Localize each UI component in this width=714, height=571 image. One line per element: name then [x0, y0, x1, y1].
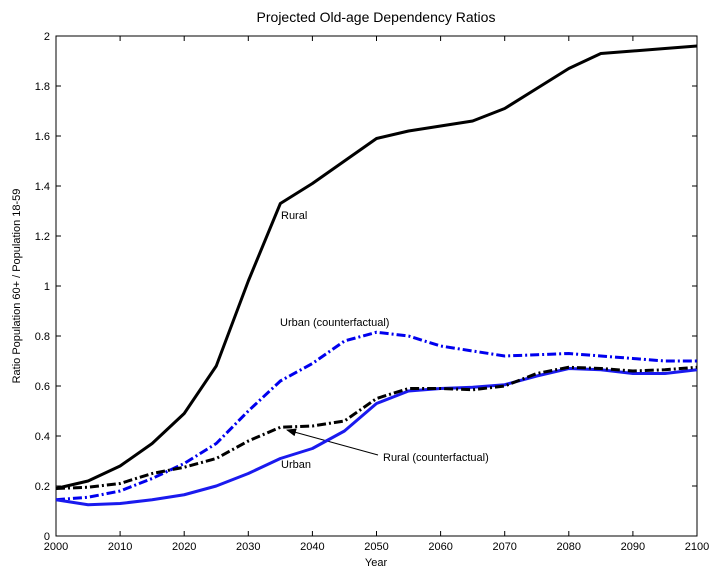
x-tick-label: 2100: [685, 541, 709, 553]
y-tick-label: 0.6: [35, 381, 50, 393]
annotation-arrow: [286, 428, 379, 456]
x-tick-label: 2000: [44, 541, 68, 553]
y-axis-label: Ratio Population 60+ / Population 18-59: [11, 189, 23, 384]
y-tick-label: 2: [44, 31, 50, 43]
y-tick-label: 0.8: [35, 331, 50, 343]
x-tick-label: 2020: [172, 541, 196, 553]
series-label: Rural: [281, 210, 307, 222]
series-line: [55, 367, 698, 507]
x-tick-label: 2030: [236, 541, 260, 553]
x-tick-label: 2010: [108, 541, 132, 553]
series-label: Urban: [281, 459, 311, 471]
plot-frame: [55, 35, 698, 537]
y-tick-label: 0.2: [35, 481, 50, 493]
x-tick-label: 2050: [364, 541, 388, 553]
series-label: Urban (counterfactual): [280, 317, 389, 329]
series-line: [55, 44, 698, 490]
x-axis-label: Year: [365, 557, 388, 569]
y-tick-label: 1.8: [35, 81, 50, 93]
series-line: [55, 365, 698, 490]
series-line: [55, 330, 697, 502]
y-tick-label: 1: [44, 281, 50, 293]
y-tick-label: 1.6: [35, 131, 50, 143]
x-tick-label: 2090: [621, 541, 645, 553]
series-label: Rural (counterfactual): [383, 452, 489, 464]
y-tick-label: 0: [44, 531, 50, 543]
x-tick-label: 2080: [557, 541, 581, 553]
x-tick-label: 2040: [300, 541, 324, 553]
y-tick-label: 0.4: [35, 431, 50, 443]
x-tick-label: 2070: [492, 541, 516, 553]
x-tick-label: 2060: [428, 541, 452, 553]
y-tick-label: 1.4: [35, 181, 50, 193]
chart-title: Projected Old-age Dependency Ratios: [257, 9, 496, 25]
y-tick-label: 1.2: [35, 231, 50, 243]
